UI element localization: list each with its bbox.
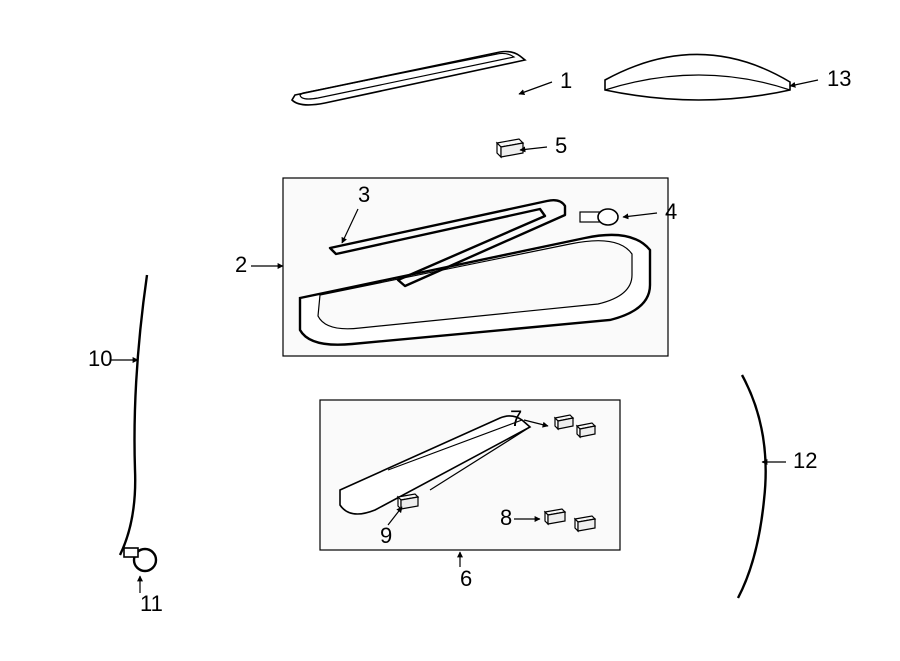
callout-label-5: 5	[555, 133, 567, 158]
part-5-block	[497, 139, 523, 157]
callout-leader-5	[520, 147, 547, 150]
callout-label-11: 11	[140, 591, 163, 616]
part-7-block-a	[555, 415, 573, 429]
callout-label-3: 3	[358, 182, 370, 207]
callout-leader-13	[790, 80, 818, 86]
callout-label-13: 13	[827, 66, 851, 91]
callout-label-10: 10	[88, 346, 112, 371]
part-8-block-a	[545, 509, 565, 524]
callout-label-9: 9	[380, 523, 392, 548]
parts-layer	[120, 52, 790, 599]
part-9-block	[398, 494, 418, 509]
callout-label-12: 12	[793, 448, 817, 473]
callout-leader-1	[519, 82, 552, 94]
callout-label-1: 1	[560, 68, 572, 93]
part-11-clip	[124, 548, 156, 571]
part-1-glass	[292, 52, 525, 105]
part-8-block-b	[575, 516, 595, 531]
part-12-hose	[738, 375, 766, 598]
part-7-block-b	[577, 423, 595, 437]
callout-label-4: 4	[665, 199, 677, 224]
callout-label-6: 6	[460, 566, 472, 591]
callout-label-7: 7	[510, 406, 522, 431]
callout-label-8: 8	[500, 505, 512, 530]
part-10-hose	[120, 275, 147, 555]
part-13-deflector	[605, 54, 790, 100]
callout-label-2: 2	[235, 252, 247, 277]
parts-diagram: 12345678910111213	[0, 0, 900, 661]
